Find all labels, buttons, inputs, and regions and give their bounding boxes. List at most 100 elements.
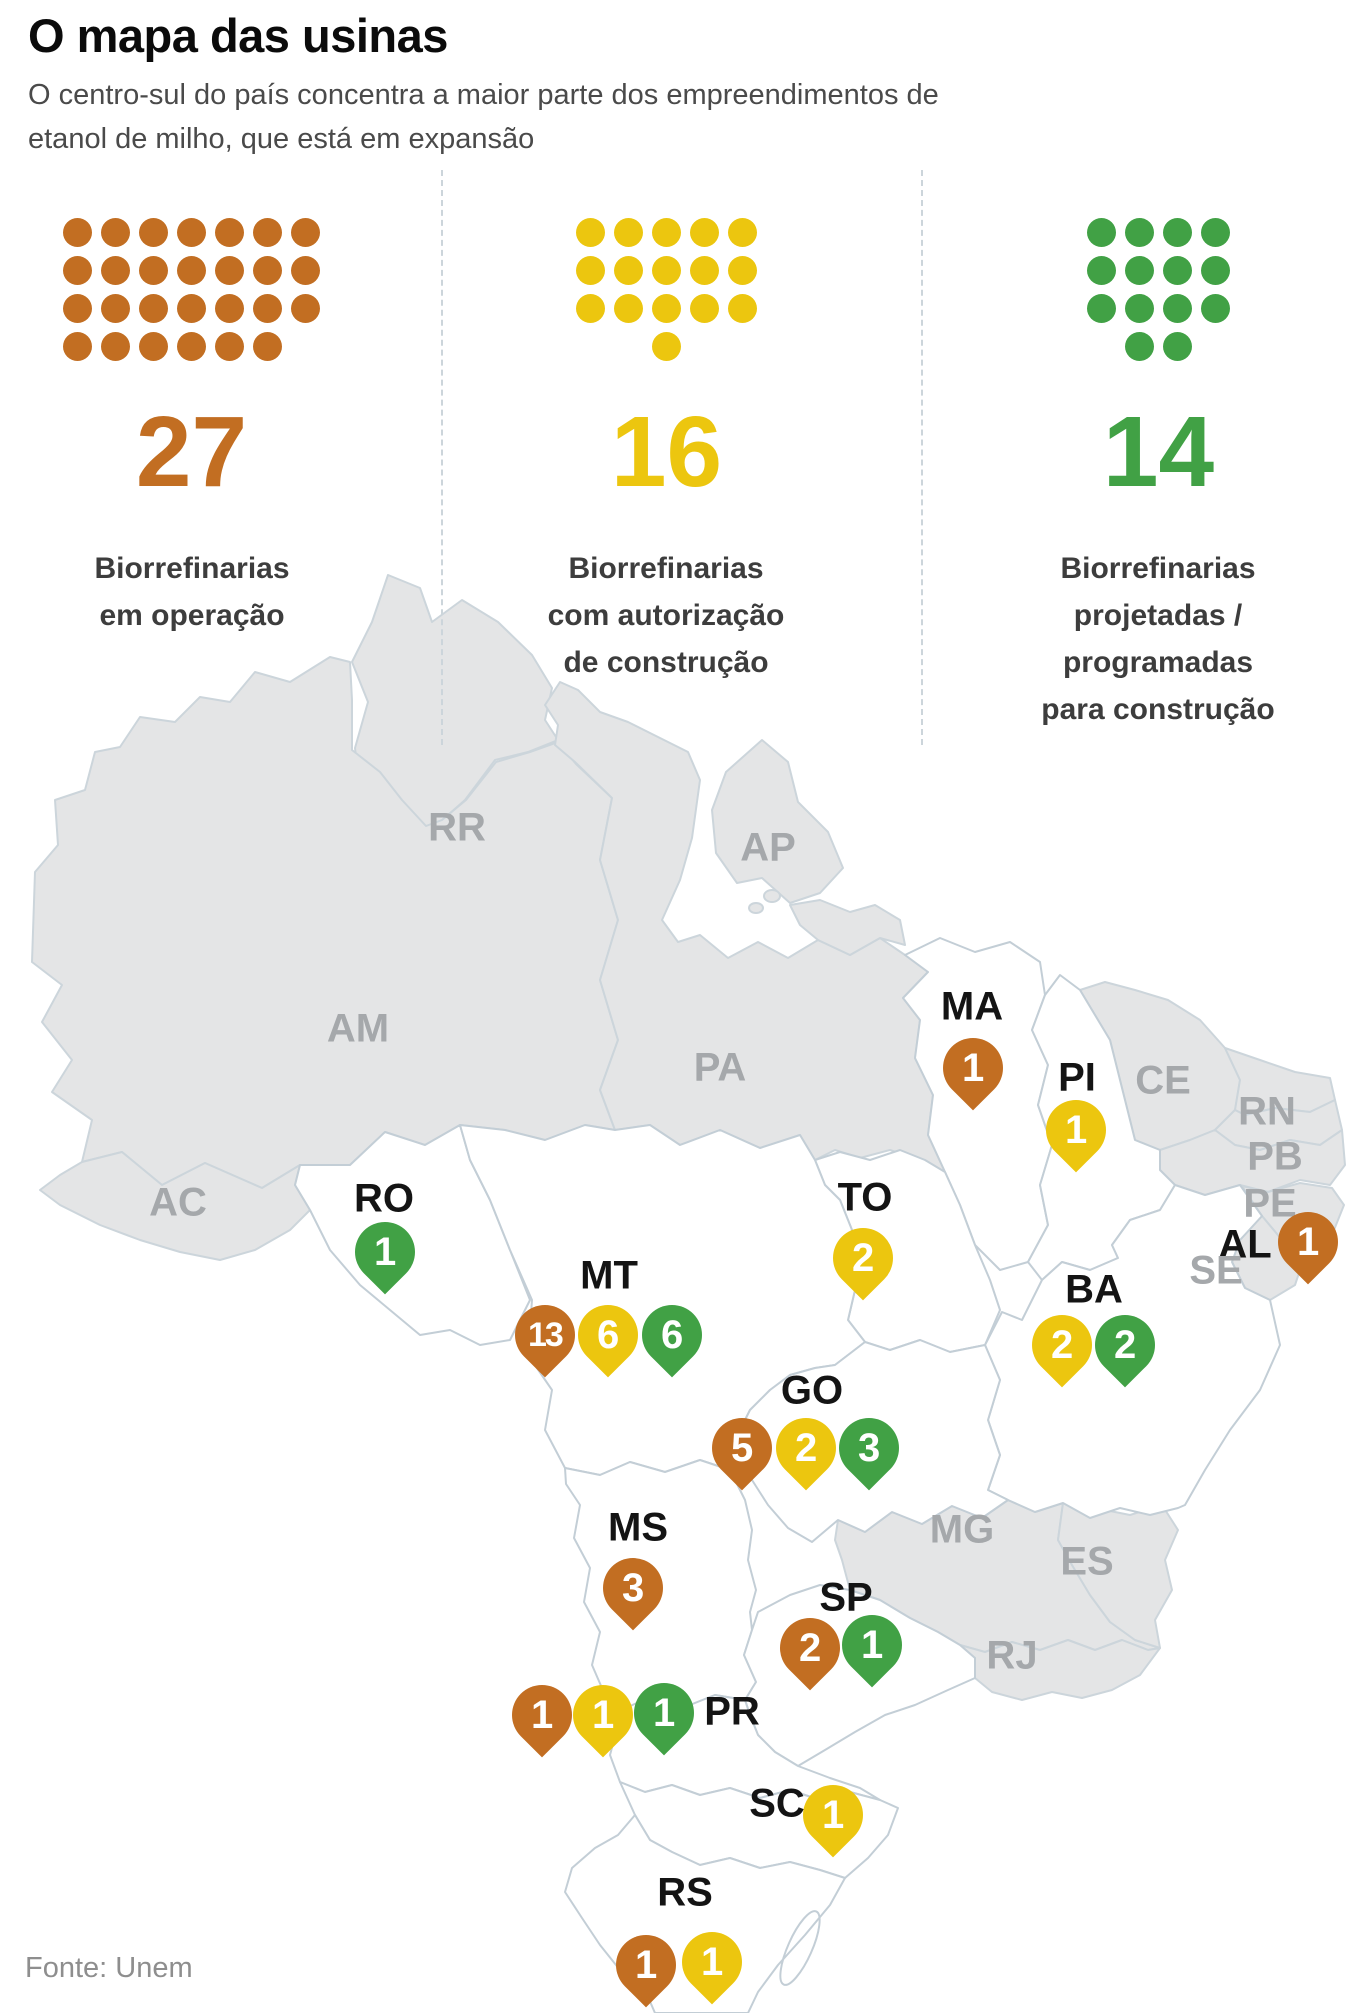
pin-value: 3 (857, 1426, 881, 1470)
legend-dot (139, 218, 168, 247)
legend-dot (728, 218, 757, 247)
legend-dot (576, 218, 605, 247)
legend-dot (1201, 256, 1230, 285)
states-muted (31, 574, 1346, 1701)
legend-label-planned: Biorrefinarias projetadas / programadas … (998, 545, 1318, 733)
legend-dot (1125, 332, 1154, 361)
legend-dot (101, 256, 130, 285)
state-label-ma: MA (940, 984, 1004, 1029)
legend-dot (1087, 294, 1116, 323)
dot-row (63, 256, 320, 285)
legend-dot (215, 294, 244, 323)
legend-dot (1163, 256, 1192, 285)
legend-label-line: Biorrefinarias (1060, 552, 1256, 585)
state-label-rr: RR (428, 805, 486, 850)
legend-divider-1 (441, 170, 443, 745)
island-small-2 (748, 902, 764, 914)
dot-row (63, 218, 320, 247)
legend-label-operating: Biorrefinarias em operação (42, 545, 342, 639)
dot-row (63, 332, 320, 361)
legend-dot (1201, 218, 1230, 247)
state-label-ms: MS (608, 1505, 668, 1550)
state-label-ap: AP (740, 825, 796, 870)
legend-dot (139, 256, 168, 285)
pin-value: 2 (1113, 1323, 1137, 1367)
dot-row (63, 294, 320, 323)
legend-dot (253, 294, 282, 323)
legend-dot (728, 294, 757, 323)
state-label-se: SE (1189, 1248, 1243, 1293)
legend-dot (63, 218, 92, 247)
legend-dot (1163, 218, 1192, 247)
state-label-rj: RJ (986, 1633, 1038, 1678)
pin-value: 3 (621, 1566, 645, 1610)
legend-dot (101, 332, 130, 361)
state-label-go: GO (780, 1368, 844, 1413)
page-subtitle: O centro-sul do país concentra a maior p… (28, 79, 939, 155)
state-label-ba: BA (1065, 1267, 1123, 1312)
legend-dot (690, 256, 719, 285)
legend-dot (576, 294, 605, 323)
pin-value: 5 (730, 1426, 754, 1470)
pin-value: 1 (821, 1793, 845, 1837)
dot-row (576, 294, 757, 323)
pin-value: 2 (851, 1236, 875, 1280)
legend-dot (1201, 294, 1230, 323)
pin-value: 2 (798, 1626, 822, 1670)
dot-row (576, 256, 757, 285)
legend-dot (652, 256, 681, 285)
pin-value: 1 (634, 1943, 658, 1987)
island-marajo (789, 899, 906, 956)
legend-label-line: Biorrefinarias (94, 552, 290, 585)
dot-row (576, 218, 757, 247)
legend-dots-planned (1087, 218, 1230, 370)
state-label-rn: RN (1238, 1089, 1296, 1134)
legend-dot (1125, 294, 1154, 323)
state-label-ro: RO (354, 1176, 414, 1221)
legend-dot (177, 256, 206, 285)
legend-dot (690, 294, 719, 323)
pin-value: 13 (528, 1316, 562, 1355)
dot-row (1087, 218, 1230, 247)
legend-label-line: programadas (1062, 646, 1254, 679)
dot-row (1087, 256, 1230, 285)
legend-dot (63, 332, 92, 361)
pin-value: 1 (530, 1693, 554, 1737)
page-title: O mapa das usinas (28, 9, 448, 62)
island-small-1 (763, 889, 781, 903)
legend-dot (291, 294, 320, 323)
legend-dot (614, 256, 643, 285)
legend-dot (253, 218, 282, 247)
legend-dot (101, 294, 130, 323)
legend-dot (63, 256, 92, 285)
legend-label-line: para construção (1041, 693, 1275, 726)
legend-label-line: com autorização (547, 599, 785, 632)
legend-dot (177, 294, 206, 323)
legend-label-line: projetadas / (1073, 599, 1243, 632)
pin-value: 1 (860, 1623, 884, 1667)
legend-dot (101, 218, 130, 247)
legend-count-planned: 14 (1102, 396, 1215, 508)
legend-dot (614, 218, 643, 247)
pin-value: 1 (700, 1940, 724, 1984)
legend-label-line: de construção (563, 646, 769, 679)
legend-dot (215, 332, 244, 361)
state-label-pa: PA (693, 1045, 747, 1090)
legend-dot (1125, 218, 1154, 247)
legend-dot (652, 294, 681, 323)
pin-value: 1 (652, 1691, 676, 1735)
pin-value: 1 (591, 1693, 615, 1737)
legend-dot (291, 256, 320, 285)
legend-dot (690, 218, 719, 247)
state-label-am: AM (326, 1006, 390, 1051)
state-shape-ap (711, 739, 844, 904)
state-shape-ac (39, 1151, 311, 1261)
legend-label-authorized: Biorrefinarias com autorização de constr… (506, 545, 826, 686)
legend-dot (614, 294, 643, 323)
legend-dot (177, 218, 206, 247)
legend-divider-2 (921, 170, 923, 745)
legend-dot (215, 256, 244, 285)
legend-dot (139, 294, 168, 323)
dot-row (1087, 332, 1230, 361)
